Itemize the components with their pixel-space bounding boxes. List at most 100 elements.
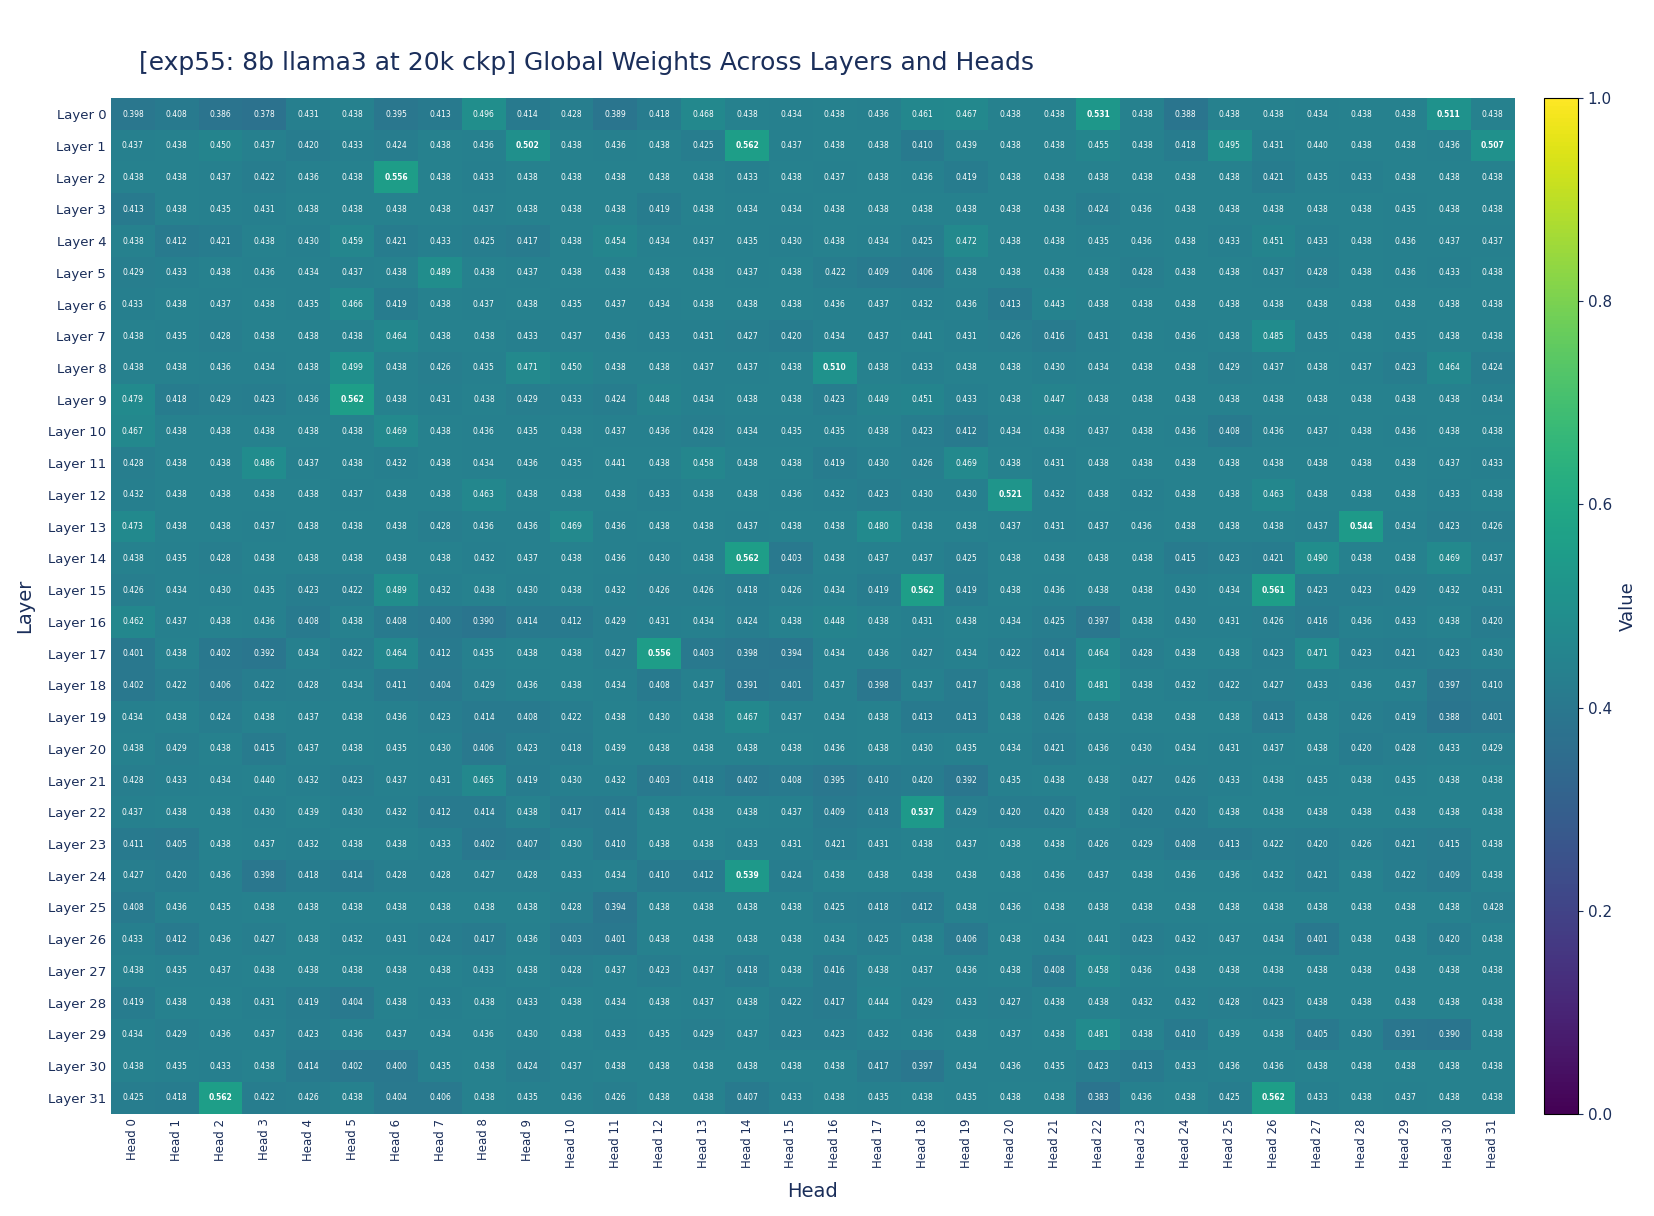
Text: 0.438: 0.438 (341, 427, 364, 437)
Text: 0.438: 0.438 (693, 839, 715, 849)
Text: 0.438: 0.438 (781, 1062, 802, 1070)
Text: 0.438: 0.438 (210, 427, 232, 437)
Text: 0.435: 0.435 (561, 300, 582, 309)
Text: 0.406: 0.406 (956, 935, 978, 944)
Text: 0.437: 0.437 (385, 776, 407, 786)
Text: 0.437: 0.437 (911, 967, 933, 975)
Text: 0.438: 0.438 (1219, 300, 1240, 309)
Text: 0.438: 0.438 (253, 554, 276, 563)
Text: 0.438: 0.438 (341, 744, 364, 753)
Text: 0.438: 0.438 (561, 490, 582, 500)
Text: 0.423: 0.423 (516, 744, 539, 753)
Text: 0.466: 0.466 (341, 300, 364, 309)
Text: 0.437: 0.437 (298, 713, 319, 721)
Text: 0.428: 0.428 (1307, 269, 1328, 277)
Text: 0.438: 0.438 (999, 364, 1021, 372)
Text: 0.434: 0.434 (1044, 935, 1065, 944)
Text: 0.431: 0.431 (253, 998, 276, 1007)
Text: 0.438: 0.438 (341, 903, 364, 912)
Text: 0.431: 0.431 (911, 618, 933, 626)
Text: 0.418: 0.418 (868, 807, 890, 817)
Text: 0.438: 0.438 (210, 269, 232, 277)
Text: 0.437: 0.437 (298, 458, 319, 468)
Text: 0.437: 0.437 (341, 490, 364, 500)
Text: 0.433: 0.433 (1482, 458, 1503, 468)
Text: 0.438: 0.438 (1482, 173, 1503, 182)
Text: 0.428: 0.428 (122, 458, 144, 468)
Text: 0.455: 0.455 (1087, 141, 1108, 151)
Text: 0.428: 0.428 (1131, 649, 1153, 658)
Text: 0.423: 0.423 (648, 967, 670, 975)
Text: 0.435: 0.435 (428, 1062, 452, 1070)
Text: 0.438: 0.438 (693, 1093, 715, 1103)
Text: 0.438: 0.438 (516, 204, 539, 214)
Text: 0.438: 0.438 (781, 300, 802, 309)
Text: 0.432: 0.432 (605, 586, 627, 595)
Text: 0.438: 0.438 (428, 458, 452, 468)
Text: 0.434: 0.434 (693, 395, 715, 404)
Text: 0.435: 0.435 (165, 1062, 189, 1070)
Text: 0.438: 0.438 (1219, 649, 1240, 658)
Text: 0.438: 0.438 (911, 522, 933, 531)
Text: 0.438: 0.438 (1482, 935, 1503, 944)
Text: 0.521: 0.521 (999, 490, 1022, 500)
Text: 0.499: 0.499 (341, 364, 364, 372)
Text: 0.438: 0.438 (693, 1062, 715, 1070)
Text: 0.436: 0.436 (868, 649, 890, 658)
Text: 0.418: 0.418 (868, 903, 890, 912)
Text: 0.438: 0.438 (1219, 173, 1240, 182)
Text: 0.429: 0.429 (1131, 839, 1153, 849)
Text: 0.438: 0.438 (956, 618, 978, 626)
Text: 0.438: 0.438 (648, 935, 670, 944)
Text: 0.413: 0.413 (1219, 839, 1240, 849)
Text: 0.413: 0.413 (999, 300, 1021, 309)
Text: 0.434: 0.434 (781, 109, 802, 119)
Text: 0.438: 0.438 (122, 554, 144, 563)
Text: 0.438: 0.438 (999, 967, 1021, 975)
Text: 0.424: 0.424 (781, 871, 802, 880)
Text: 0.438: 0.438 (1482, 204, 1503, 214)
Text: 0.433: 0.433 (122, 935, 144, 944)
Text: 0.394: 0.394 (781, 649, 802, 658)
Text: 0.448: 0.448 (648, 395, 670, 404)
Text: 0.436: 0.436 (516, 935, 539, 944)
Text: 0.438: 0.438 (165, 458, 187, 468)
Text: 0.436: 0.436 (1219, 1062, 1240, 1070)
Text: 0.438: 0.438 (210, 998, 232, 1007)
Text: 0.438: 0.438 (693, 807, 715, 817)
Text: 0.438: 0.438 (1174, 237, 1196, 246)
Text: 0.438: 0.438 (165, 173, 187, 182)
Text: 0.420: 0.420 (1482, 618, 1503, 626)
Text: 0.434: 0.434 (428, 1030, 452, 1038)
Text: 0.404: 0.404 (385, 1093, 407, 1103)
Text: 0.438: 0.438 (781, 744, 802, 753)
Text: 0.438: 0.438 (999, 713, 1021, 721)
Text: 0.438: 0.438 (1219, 458, 1240, 468)
Text: 0.422: 0.422 (341, 586, 364, 595)
Text: 0.417: 0.417 (516, 237, 539, 246)
Text: 0.434: 0.434 (648, 300, 670, 309)
Text: 0.431: 0.431 (781, 839, 802, 849)
Text: 0.438: 0.438 (1087, 776, 1108, 786)
Text: 0.405: 0.405 (1307, 1030, 1328, 1038)
Text: 0.428: 0.428 (1219, 998, 1240, 1007)
Text: 0.438: 0.438 (1174, 522, 1196, 531)
Text: 0.438: 0.438 (516, 967, 539, 975)
Text: 0.438: 0.438 (1131, 713, 1153, 721)
Text: 0.434: 0.434 (605, 871, 627, 880)
Text: 0.438: 0.438 (341, 458, 364, 468)
Text: 0.424: 0.424 (1087, 204, 1108, 214)
Text: 0.438: 0.438 (298, 967, 319, 975)
Text: 0.438: 0.438 (1174, 713, 1196, 721)
Text: 0.438: 0.438 (253, 967, 276, 975)
Text: 0.435: 0.435 (1394, 776, 1416, 786)
Text: 0.435: 0.435 (165, 554, 189, 563)
Text: 0.435: 0.435 (781, 427, 802, 437)
Text: 0.438: 0.438 (473, 1093, 495, 1103)
Text: [exp55: 8b llama3 at 20k ckp] Global Weights Across Layers and Heads: [exp55: 8b llama3 at 20k ckp] Global Wei… (139, 51, 1034, 75)
Text: 0.438: 0.438 (736, 458, 758, 468)
Text: 0.438: 0.438 (868, 173, 890, 182)
Text: 0.425: 0.425 (1044, 618, 1065, 626)
Text: 0.419: 0.419 (516, 776, 539, 786)
Text: 0.408: 0.408 (1174, 839, 1196, 849)
